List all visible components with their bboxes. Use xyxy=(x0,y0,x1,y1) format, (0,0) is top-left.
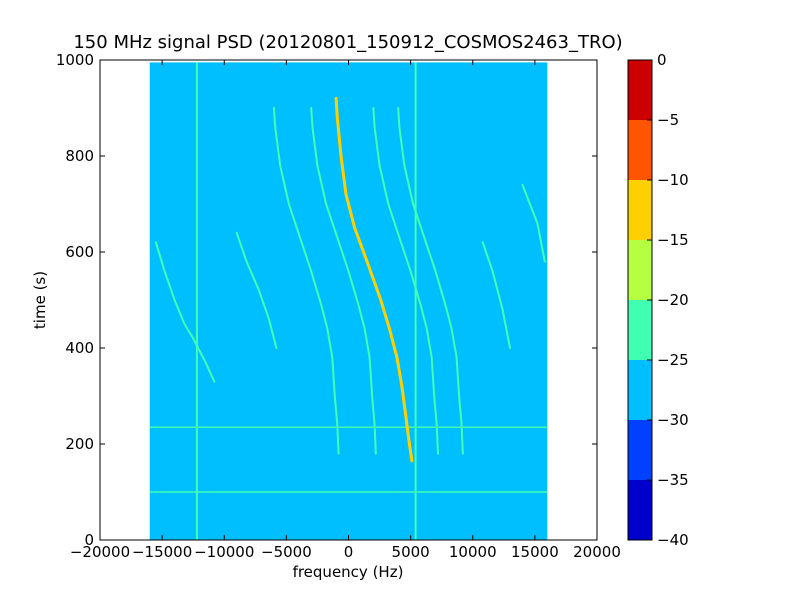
colorbar-level-5 xyxy=(628,180,652,240)
x-tick-label: −20000 xyxy=(70,543,130,561)
y-tick-label: 0 xyxy=(84,531,94,549)
x-tick-label: −15000 xyxy=(132,543,192,561)
colorbar-level-7 xyxy=(628,60,652,120)
x-axis-label: frequency (Hz) xyxy=(293,563,404,581)
x-tick-label: 10000 xyxy=(449,543,497,561)
trace-3 xyxy=(372,107,439,455)
y-tick-label: 400 xyxy=(65,339,94,357)
colorbar-tick-label: −10 xyxy=(657,171,689,189)
heatmap-background xyxy=(149,62,548,540)
trace-1 xyxy=(310,107,377,455)
x-tick-label: 0 xyxy=(344,543,354,561)
trace-2 xyxy=(272,107,340,455)
plot-area xyxy=(149,62,548,540)
colorbar-level-4 xyxy=(628,240,652,300)
chart-title: 150 MHz signal PSD (20120801_150912_COSM… xyxy=(73,32,622,53)
y-tick-label: 800 xyxy=(65,147,94,165)
y-tick-label: 200 xyxy=(65,435,94,453)
colorbar-level-3 xyxy=(628,300,652,360)
trace-0 xyxy=(334,96,414,463)
y-tick-label: 1000 xyxy=(56,51,94,69)
x-tick-label: 5000 xyxy=(392,543,430,561)
x-tick-label: −5000 xyxy=(261,543,312,561)
colorbar-tick-label: −30 xyxy=(657,411,689,429)
colorbar-level-1 xyxy=(628,420,652,480)
trace-6 xyxy=(235,231,278,349)
x-tick-label: 20000 xyxy=(573,543,621,561)
colorbar-tick-label: 0 xyxy=(657,51,667,69)
colorbar-tick-label: −5 xyxy=(657,111,679,129)
trace-5 xyxy=(154,241,216,383)
trace-8 xyxy=(521,183,546,263)
trace-7 xyxy=(481,241,511,349)
x-tick-label: 15000 xyxy=(511,543,559,561)
y-axis-label: time (s) xyxy=(31,271,49,329)
trace-4 xyxy=(397,107,464,455)
colorbar-tick-label: −20 xyxy=(657,291,689,309)
colorbar-level-2 xyxy=(628,360,652,420)
colorbar-tick-label: −35 xyxy=(657,471,689,489)
colorbar-tick-label: −40 xyxy=(657,531,689,549)
colorbar-tick-label: −25 xyxy=(657,351,689,369)
x-tick-label: −10000 xyxy=(194,543,254,561)
colorbar-level-6 xyxy=(628,120,652,180)
colorbar-level-0 xyxy=(628,480,652,540)
colorbar-tick-label: −15 xyxy=(657,231,689,249)
y-tick-label: 600 xyxy=(65,243,94,261)
